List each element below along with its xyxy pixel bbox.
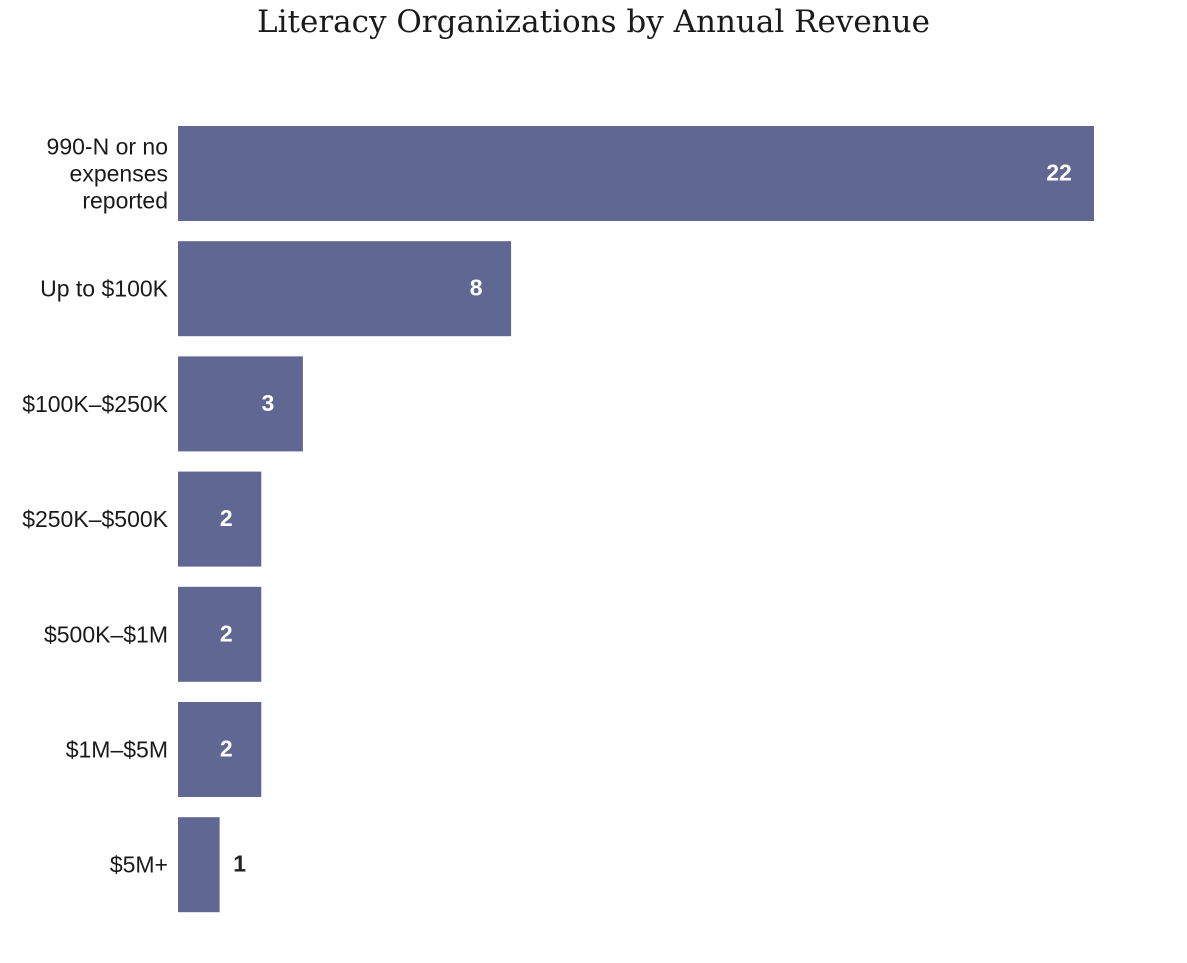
value-label-0: 22 [1046, 160, 1072, 186]
bar-5 [178, 702, 262, 797]
bar-4 [178, 586, 262, 682]
value-label-4: 2 [220, 620, 233, 646]
category-label-1: Up to $100K [40, 276, 169, 302]
category-label-2: $100K–$250K [22, 391, 168, 417]
value-label-3: 2 [220, 505, 233, 531]
value-label-6: 1 [233, 851, 246, 877]
bar-3 [178, 471, 262, 567]
bar-2 [178, 356, 303, 452]
bars-group [178, 126, 1094, 913]
value-label-5: 2 [220, 736, 233, 762]
value-label-1: 8 [470, 275, 483, 301]
category-label-5: $1M–$5M [66, 737, 168, 763]
category-label-0: 990-N or no expenses reported [47, 134, 168, 214]
category-label-6: $5M+ [110, 852, 168, 878]
bar-0 [178, 126, 1094, 221]
bar-1 [178, 241, 512, 337]
bar-6 [178, 817, 220, 913]
value-label-2: 3 [262, 390, 275, 416]
category-labels-group: 990-N or no expenses reported Up to $100K $1… [22, 134, 168, 878]
category-label-3: $250K–$500K [22, 506, 168, 532]
chart-title: Literacy Organizations by Annual Revenue [257, 4, 930, 40]
category-label-4: $500K–$1M [44, 621, 168, 647]
